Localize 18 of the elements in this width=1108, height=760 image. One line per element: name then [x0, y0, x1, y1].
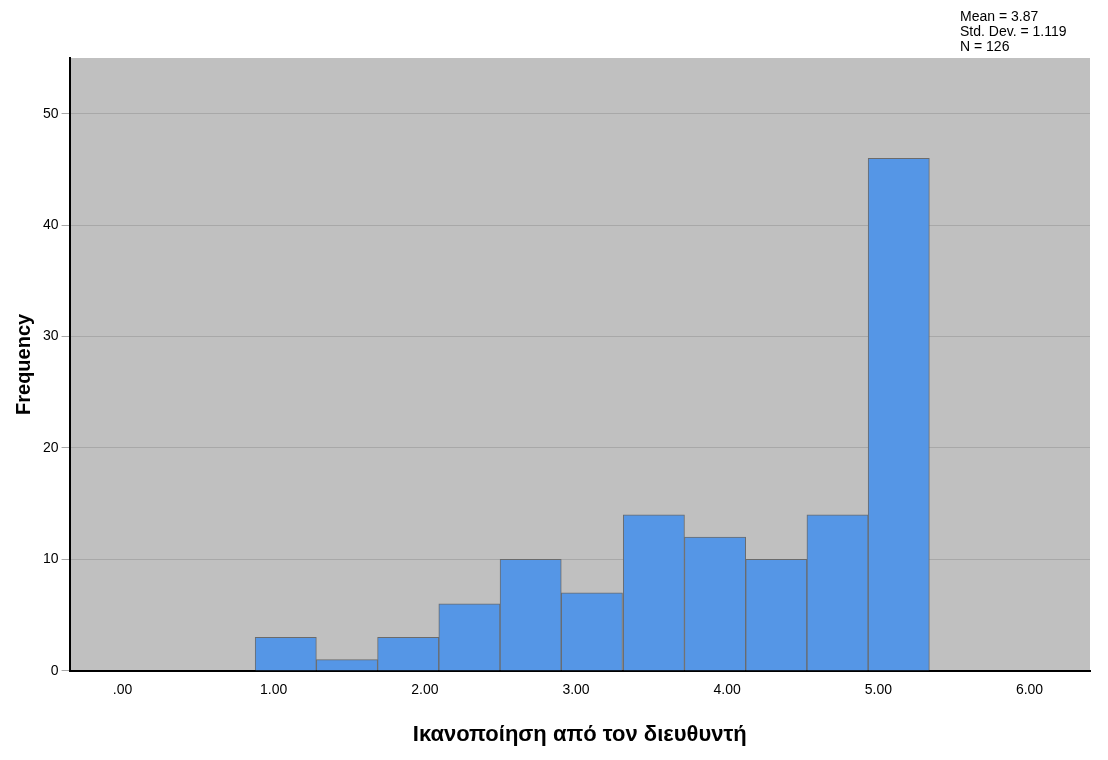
x-axis-title: Ικανοποίηση από τον διευθυντή: [412, 720, 747, 746]
text: Mean = 3.87: [960, 7, 1039, 24]
y-tick-label: 10: [42, 550, 59, 567]
x-tick-label: 1.00: [260, 681, 288, 698]
y-tick-label: 30: [42, 327, 59, 344]
y-tick-label: 40: [42, 215, 59, 232]
x-tick-label: 6.00: [1015, 681, 1044, 698]
y-tick-label: 20: [42, 438, 59, 455]
y-axis-title: Frequency: [11, 312, 34, 415]
y-tick-label: 0: [50, 661, 59, 678]
x-tick-label: 3.00: [562, 681, 590, 698]
x-tick-label: 5.00: [864, 681, 893, 698]
y-tick-label: 50: [42, 104, 59, 121]
text: Std. Dev. = 1.119: [960, 22, 1067, 39]
x-tick-label: 4.00: [713, 681, 742, 698]
x-tick-label: .00: [112, 681, 133, 698]
x-tick-label: 2.00: [411, 681, 439, 698]
text: N = 126: [960, 37, 1010, 54]
